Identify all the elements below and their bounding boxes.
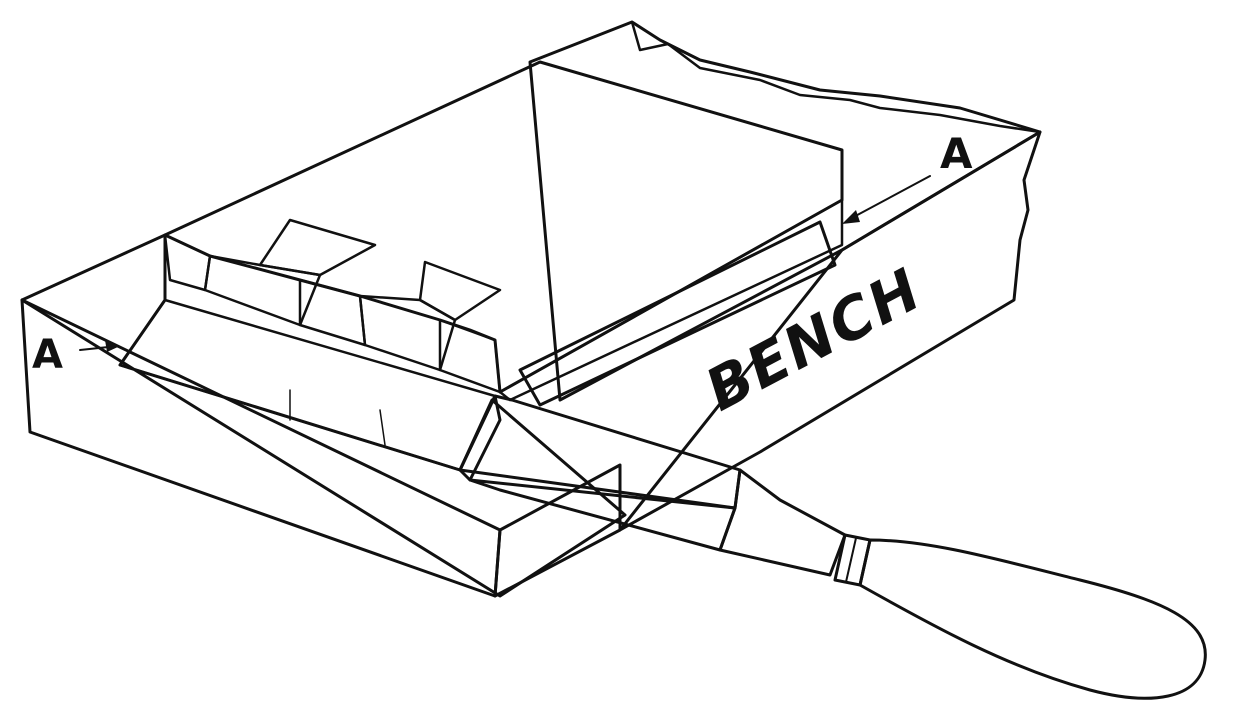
bench: BENCH xyxy=(528,20,1042,532)
chisel-shoulder xyxy=(718,468,847,577)
tail-1-end-grain xyxy=(298,278,367,347)
chisel-blade-bevel xyxy=(458,394,502,482)
tail-2-end-grain xyxy=(438,318,502,394)
socket-2-floor xyxy=(358,294,457,372)
ferrule-ring xyxy=(845,537,857,583)
workpiece-top-face xyxy=(20,233,627,598)
right-marker-label: A xyxy=(940,129,973,178)
socket-2-dark-wall xyxy=(418,260,502,322)
left-arrow-head xyxy=(105,340,120,352)
grain-split-2 xyxy=(379,409,386,446)
left-marker-label: A xyxy=(32,332,63,378)
workpiece-side-face xyxy=(493,463,622,598)
bench-torn-edge xyxy=(630,20,1042,134)
bench-label: BENCH xyxy=(695,255,933,425)
right-arrow-shaft xyxy=(847,175,931,221)
chisel-handle xyxy=(858,538,1207,700)
right-callout: A xyxy=(842,129,973,224)
raised-board-end xyxy=(518,220,837,407)
socket-left-end-grain xyxy=(163,233,212,292)
right-arrow-head xyxy=(842,210,860,224)
workpiece xyxy=(20,60,844,598)
left-callout: A xyxy=(32,332,120,378)
socket-1-floor xyxy=(203,254,322,327)
bench-top-face xyxy=(528,20,1042,402)
bench-front-face xyxy=(618,130,1042,532)
chisel xyxy=(458,394,1207,700)
